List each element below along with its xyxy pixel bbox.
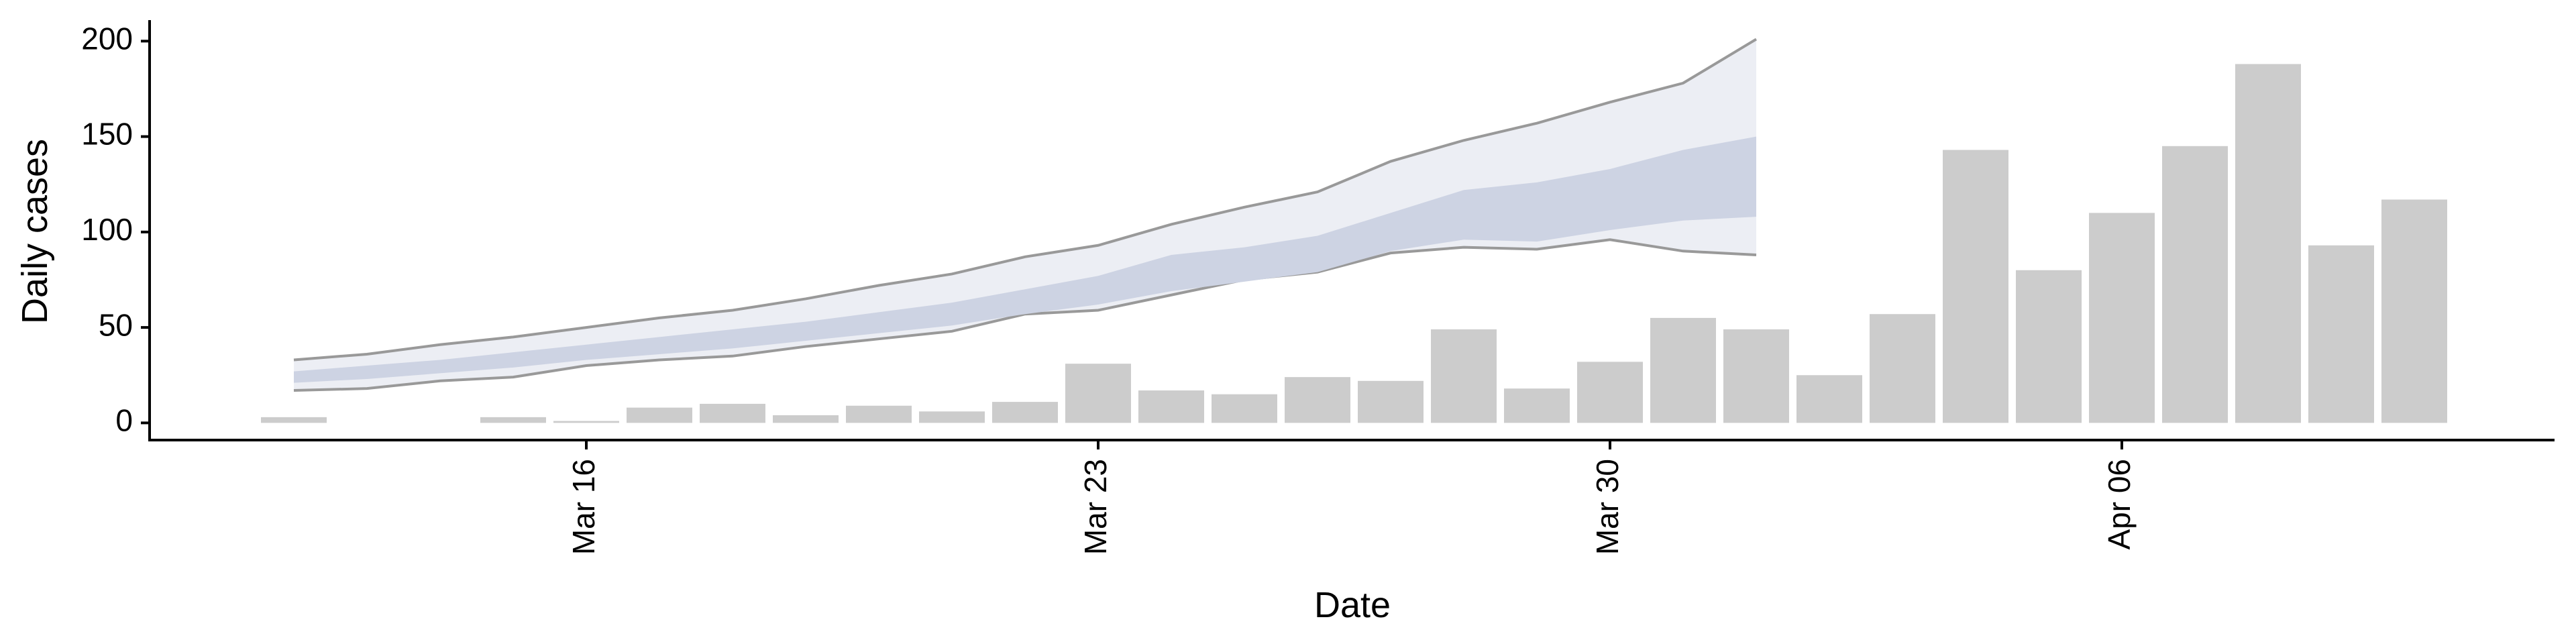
y-axis-title: Daily cases	[15, 139, 55, 324]
bar	[1650, 317, 1716, 423]
bar	[773, 415, 839, 423]
y-tick-label: 100	[81, 212, 133, 247]
bar	[2308, 245, 2374, 423]
bar	[1723, 329, 1789, 423]
bar	[1138, 390, 1204, 423]
bar	[1504, 388, 1570, 423]
bar	[1796, 375, 1862, 423]
bar	[1212, 394, 1277, 423]
y-tick-label: 0	[115, 403, 133, 438]
y-tick-label: 150	[81, 117, 133, 152]
bar	[992, 402, 1058, 423]
x-tick-label: Mar 30	[1590, 459, 1625, 555]
bar	[1870, 314, 1935, 423]
bar	[919, 411, 985, 423]
bar	[1431, 329, 1497, 423]
bar	[2381, 199, 2447, 423]
x-axis-title: Date	[1314, 585, 1391, 625]
bar	[261, 417, 327, 423]
bar	[627, 407, 692, 423]
x-tick-label: Apr 06	[2102, 459, 2137, 550]
bar	[846, 405, 912, 423]
bar	[2162, 146, 2228, 423]
y-tick-label: 50	[99, 307, 133, 342]
y-tick-label: 200	[81, 21, 133, 56]
bar	[1577, 362, 1643, 423]
bar	[1065, 364, 1131, 423]
bar	[1285, 377, 1350, 423]
bar	[2235, 64, 2301, 423]
x-tick-label: Mar 16	[566, 459, 601, 555]
bar	[700, 403, 765, 423]
bar	[2089, 213, 2155, 423]
bar	[480, 417, 546, 423]
forecast-edge	[293, 38, 1758, 362]
bar	[1943, 150, 2008, 423]
bar	[553, 421, 619, 423]
bar	[2016, 270, 2082, 423]
bar	[1358, 380, 1424, 423]
x-tick-label: Mar 23	[1078, 459, 1113, 555]
